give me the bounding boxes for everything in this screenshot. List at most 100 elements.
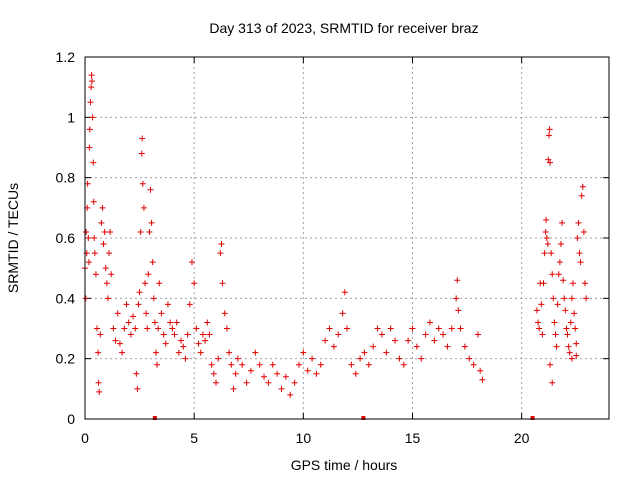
data-point [546,126,553,133]
data-point [431,337,438,344]
data-point [186,301,193,308]
data-point [213,379,219,386]
data-point [232,370,239,377]
data-point [239,361,246,368]
data-point [580,228,587,235]
data-point [136,289,143,296]
x-tick-label: 5 [190,430,198,446]
data-point [83,228,90,235]
data-point [564,331,571,338]
data-point [577,259,584,266]
data-point [455,307,462,314]
data-point [265,379,272,386]
data-point [569,280,576,287]
data-point [184,331,191,338]
data-point [156,280,163,287]
data-point [151,319,158,326]
data-point [344,325,350,332]
data-point [226,349,233,356]
data-point [357,355,364,362]
data-point [215,355,222,362]
data-point [87,99,94,106]
data-point [575,219,582,226]
x-tick-label: 20 [514,430,530,446]
data-point [287,391,294,398]
data-point [96,388,103,395]
data-point [444,343,451,350]
data-point [557,241,564,248]
data-point [85,259,92,266]
data-point [326,325,333,332]
data-point [188,259,195,266]
data-point [313,370,320,377]
data-point [565,343,572,350]
data-point [533,307,540,314]
data-point [542,228,549,235]
data-point [112,337,119,344]
data-point [149,259,156,266]
data-point [97,331,104,338]
data-point [82,295,89,302]
data-point [139,135,146,142]
data-point [140,204,147,211]
data-point [121,325,128,332]
data-point [142,280,149,287]
data-point [167,319,174,326]
data-point [99,204,106,211]
data-point [571,310,578,317]
data-point [426,319,433,326]
data-point [180,343,187,350]
data-point [572,325,579,332]
data-point [361,349,368,356]
data-point [88,78,95,85]
data-point [204,319,211,326]
data-point [554,301,561,308]
data-point [175,349,182,356]
data-point [567,319,574,326]
data-point [453,295,460,302]
chart-title: Day 313 of 2023, SRMTID for receiver bra… [209,20,478,36]
data-point [132,325,139,332]
data-point [144,325,151,332]
data-point [221,310,228,317]
data-point [110,325,117,332]
data-point [147,186,154,193]
data-point [169,325,176,332]
data-point [133,370,140,377]
plot-frame [84,56,610,420]
data-point [269,361,276,368]
data-point [116,340,123,347]
x-tick-label: 15 [405,430,421,446]
data-point [583,295,590,302]
data-point [541,250,548,257]
data-point [154,361,161,368]
data-point [335,331,342,338]
data-point [173,319,180,326]
data-point [348,361,355,368]
data-point [576,250,583,257]
data-point [291,379,298,386]
data-point [317,361,324,368]
data-point [206,331,213,338]
data-point [581,280,588,287]
data-point [119,349,126,356]
data-point [86,126,93,133]
data-point [138,150,145,157]
data-point [88,84,95,91]
data-point [152,349,159,356]
data-point [139,180,146,187]
data-point [243,379,250,386]
data-point [466,355,473,362]
data-point [540,280,547,287]
data-point [256,361,263,368]
data-point [556,259,563,266]
data-point [125,319,132,326]
data-point [230,385,237,392]
data-point [370,343,377,350]
data-point [352,370,359,377]
data-point [548,250,555,257]
data-point [86,144,93,151]
data-point [171,331,178,338]
data-point [219,280,226,287]
data-point [418,355,425,362]
